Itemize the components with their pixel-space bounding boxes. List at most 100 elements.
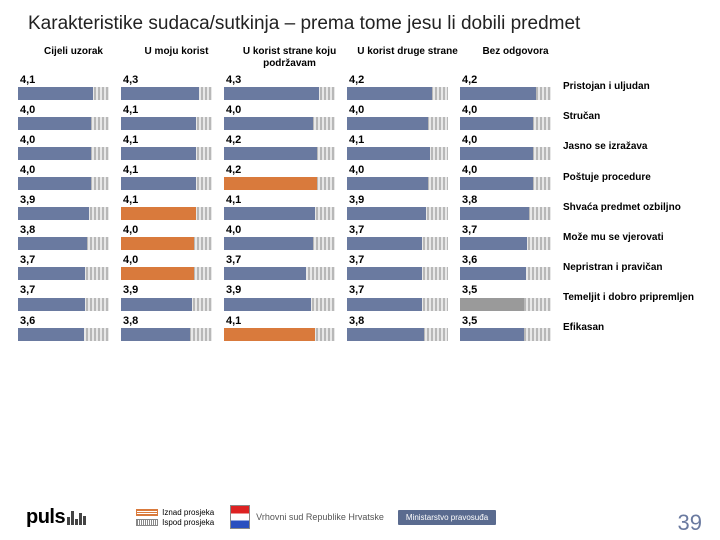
table-row: 3,9 4,1 4,1 3,9 3,8 Shvaća predmet ozbiljno <box>12 194 720 220</box>
data-cell: 4,0 <box>341 104 454 130</box>
column-header: U moju korist <box>125 46 228 70</box>
bar-background <box>224 328 335 341</box>
column-headers: Cijeli uzorakU moju koristU korist stran… <box>0 40 720 74</box>
bar-background <box>18 147 109 160</box>
data-cell: 3,5 <box>454 284 557 310</box>
cell-value: 4,0 <box>347 164 448 176</box>
data-cell: 3,7 <box>218 254 341 280</box>
cell-value: 3,5 <box>460 315 551 327</box>
bar-fill <box>224 177 317 190</box>
data-cell: 3,7 <box>341 254 454 280</box>
bar-fill <box>224 117 313 130</box>
cell-value: 4,1 <box>121 164 212 176</box>
data-cell: 3,6 <box>12 315 115 341</box>
bar-background <box>121 207 212 220</box>
cell-value: 3,7 <box>460 224 551 236</box>
cell-value: 3,5 <box>460 284 551 296</box>
data-cell: 4,0 <box>218 224 341 250</box>
bar-background <box>121 87 212 100</box>
bar-background <box>460 328 551 341</box>
bar-background <box>18 298 109 311</box>
column-header: U korist druge strane <box>351 46 464 70</box>
cell-value: 3,7 <box>347 254 448 266</box>
data-cell: 4,0 <box>218 104 341 130</box>
data-cell: 4,1 <box>115 134 218 160</box>
cell-value: 4,0 <box>460 134 551 146</box>
bar-background <box>224 87 335 100</box>
data-cell: 4,0 <box>454 134 557 160</box>
data-cell: 3,7 <box>12 254 115 280</box>
cell-value: 4,2 <box>224 134 335 146</box>
bar-background <box>121 147 212 160</box>
bar-background <box>460 87 551 100</box>
data-cell: 3,9 <box>115 284 218 310</box>
cell-value: 3,7 <box>347 284 448 296</box>
data-cell: 3,9 <box>341 194 454 220</box>
cell-value: 4,3 <box>224 74 335 86</box>
bar-fill <box>121 87 199 100</box>
data-cell: 4,2 <box>218 164 341 190</box>
bar-background <box>121 177 212 190</box>
data-cell: 3,8 <box>115 315 218 341</box>
cell-value: 4,0 <box>121 224 212 236</box>
bar-fill <box>460 147 533 160</box>
bar-fill <box>347 237 422 250</box>
bar-fill <box>224 328 315 341</box>
legend: Iznad prosjeka Ispod prosjeka <box>136 508 214 527</box>
bar-fill <box>460 87 536 100</box>
data-cell: 4,0 <box>12 134 115 160</box>
bar-fill <box>18 147 91 160</box>
cell-value: 3,9 <box>18 194 109 206</box>
data-cell: 4,3 <box>115 74 218 100</box>
bar-fill <box>121 207 196 220</box>
cell-value: 3,9 <box>224 284 335 296</box>
cell-value: 4,1 <box>224 194 335 206</box>
table-row: 3,63,84,13,83,5Efikasan <box>12 315 720 341</box>
bar-background <box>121 298 212 311</box>
data-cell: 3,5 <box>454 315 557 341</box>
cell-value: 4,0 <box>18 104 109 116</box>
row-label: Shvaća predmet ozbiljno <box>557 202 720 213</box>
data-rows: 4,14,34,34,24,2Pristojan i uljudan4,04,1… <box>0 74 720 341</box>
data-cell: 4,3 <box>218 74 341 100</box>
bar-fill <box>460 207 529 220</box>
bar-background <box>224 267 335 280</box>
bar-fill <box>224 147 317 160</box>
cell-value: 4,1 <box>121 194 212 206</box>
data-cell: 4,0 <box>115 224 218 250</box>
bar-background <box>18 328 109 341</box>
bar-fill <box>460 117 533 130</box>
cell-value: 4,1 <box>347 134 448 146</box>
cell-value: 3,8 <box>460 194 551 206</box>
bar-fill <box>224 298 311 311</box>
data-cell: 3,7 <box>454 224 557 250</box>
bar-fill <box>224 87 319 100</box>
data-cell: 3,8 <box>454 194 557 220</box>
data-cell: 4,1 <box>218 194 341 220</box>
data-cell: 4,0 <box>12 104 115 130</box>
bar-fill <box>18 328 84 341</box>
bar-background <box>460 117 551 130</box>
bar-background <box>18 207 109 220</box>
table-row: 4,04,14,04,04,0Stručan <box>12 104 720 130</box>
data-cell: 4,2 <box>454 74 557 100</box>
bar-background <box>18 237 109 250</box>
bar-background <box>18 87 109 100</box>
bar-background <box>347 147 448 160</box>
bar-background <box>347 87 448 100</box>
bar-background <box>347 177 448 190</box>
cell-value: 3,7 <box>347 224 448 236</box>
cell-value: 3,6 <box>18 315 109 327</box>
row-label: Može mu se vjerovati <box>557 232 720 243</box>
table-row: 3,73,93,93,73,5Temeljit i dobro pripreml… <box>12 284 720 310</box>
bar-background <box>224 177 335 190</box>
bar-background <box>121 237 212 250</box>
cell-value: 3,7 <box>18 254 109 266</box>
data-cell: 4,0 <box>341 164 454 190</box>
swatch-below-icon <box>136 519 158 526</box>
cell-value: 4,0 <box>121 254 212 266</box>
bar-background <box>347 117 448 130</box>
bar-background <box>347 298 448 311</box>
bar-fill <box>121 117 196 130</box>
bar-fill <box>460 267 526 280</box>
